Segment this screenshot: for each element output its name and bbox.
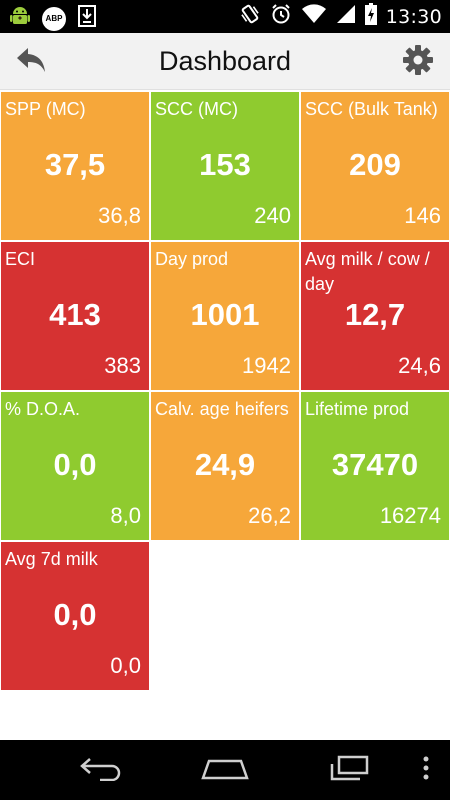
page-title: Dashboard [158,46,292,76]
tile-avg-7d-milk[interactable]: Avg 7d milk 0,0 0,0 [1,542,149,690]
tile-label: SPP (MC) [5,99,86,119]
tile-reference-value: 383 [104,353,141,378]
tile-label: Lifetime prod [305,399,410,419]
tile-reference-value: 24,6 [398,353,441,378]
tile-label: ECI [5,249,36,269]
tile-calv-age-heifers[interactable]: Calv. age heifers 24,9 26,2 [151,392,299,540]
tile-reference-value: 8,0 [110,503,141,528]
tile-reference-value: 146 [404,203,441,228]
navigation-bar [0,740,450,800]
system-icons: 13:30 [239,0,442,33]
nav-home-button[interactable] [199,754,251,786]
back-button[interactable] [12,43,50,81]
tile-value: 0,0 [53,597,97,632]
tile-lifetime-prod[interactable]: Lifetime prod 37470 16274 [301,392,449,540]
adblock-icon: ABP [42,6,66,31]
tile-reference-value: 0,0 [110,653,141,678]
settings-button[interactable] [400,44,436,80]
tile-label: Calv. age heifers [155,399,289,419]
download-icon [76,4,98,33]
tile-value: 153 [199,147,251,182]
notification-icons: ABP [8,4,98,33]
tile-value: 1001 [190,297,260,332]
tile-value: 0,0 [53,447,97,482]
tile-avg-milk-cow-day[interactable]: Avg milk / cow / day 12,7 24,6 [301,242,449,390]
tile-value: 37,5 [44,147,106,182]
nav-recents-button[interactable] [326,754,372,786]
tile-scc-bulk-tank[interactable]: SCC (Bulk Tank) 209 146 [301,92,449,240]
tile-label: SCC (MC) [155,99,238,119]
tile-reference-value: 36,8 [98,203,141,228]
tile-reference-value: 1942 [242,353,291,378]
tile-label: Avg 7d milk [5,549,98,569]
nav-menu-button[interactable] [418,754,434,786]
tile-eci[interactable]: ECI 413 383 [1,242,149,390]
tile-reference-value: 240 [254,203,291,228]
tile-value: 209 [349,147,401,182]
tile-label: Avg milk / cow / day [305,249,430,294]
vibrate-icon [239,3,261,30]
tile-day-prod[interactable]: Day prod 1001 1942 [151,242,299,390]
alarm-icon [270,3,292,30]
tile-reference-value: 16274 [379,503,441,528]
tile-label: Day prod [155,249,229,269]
overflow-menu-icon [423,755,429,786]
tile-doa[interactable]: % D.O.A. 0,0 8,0 [1,392,149,540]
status-bar: ABP [0,0,450,33]
back-icon [78,755,124,786]
nav-back-button[interactable] [76,754,126,786]
back-arrow-icon [14,45,48,80]
tile-label: % D.O.A. [5,399,81,419]
tile-value: 413 [49,297,101,332]
action-bar: Dashboard [0,33,450,90]
android-debug-icon [8,4,32,33]
recent-apps-icon [327,754,371,787]
gear-icon [402,44,434,81]
tile-value: 24,9 [194,447,256,482]
battery-icon [364,3,377,30]
signal-icon [336,4,356,29]
tile-scc-mc[interactable]: SCC (MC) 153 240 [151,92,299,240]
wifi-icon [301,4,327,29]
tile-value: 12,7 [344,297,406,332]
tile-spp-mc[interactable]: SPP (MC) 37,5 36,8 [1,92,149,240]
tile-label: SCC (Bulk Tank) [305,99,438,119]
tile-reference-value: 26,2 [248,503,291,528]
home-icon [200,755,250,786]
tile-value: 37470 [331,447,419,482]
status-time: 13:30 [385,5,442,28]
